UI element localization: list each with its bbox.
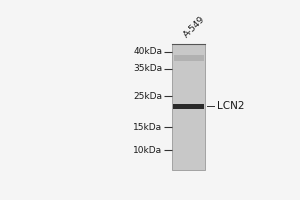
Text: 10kDa: 10kDa <box>133 146 162 155</box>
Text: 15kDa: 15kDa <box>133 123 162 132</box>
Text: LCN2: LCN2 <box>217 101 244 111</box>
Text: A-549: A-549 <box>182 14 207 39</box>
Bar <box>173 55 204 61</box>
Bar <box>172 44 205 170</box>
Text: 35kDa: 35kDa <box>133 64 162 73</box>
Text: 40kDa: 40kDa <box>134 47 162 56</box>
Text: 25kDa: 25kDa <box>134 92 162 101</box>
Bar <box>173 104 204 109</box>
